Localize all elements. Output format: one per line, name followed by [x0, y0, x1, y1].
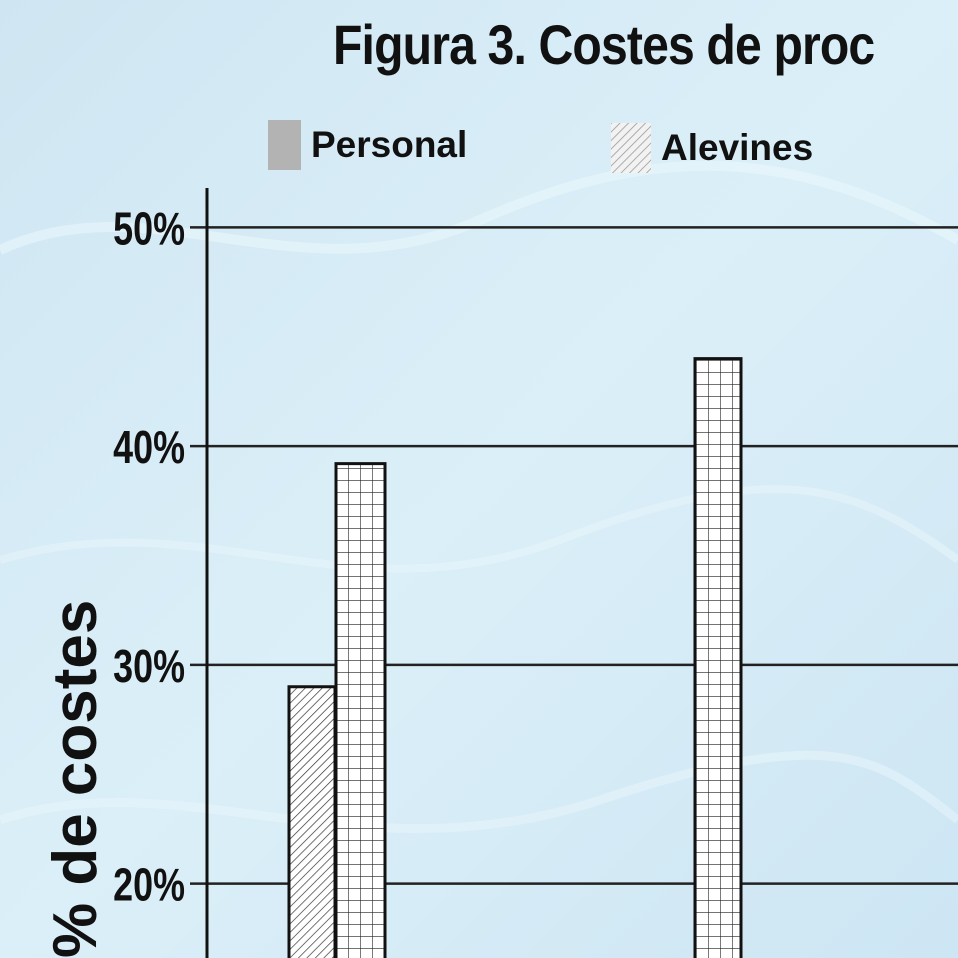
y-tick-label-50: 50% — [113, 203, 185, 254]
chart-title: Figura 3. Costes de proc — [333, 13, 875, 76]
bar-group2-grid — [693, 357, 743, 958]
legend-swatch-personal — [268, 120, 301, 170]
legend-label-personal: Personal — [311, 124, 468, 165]
y-tick-label-20: 20% — [113, 859, 185, 910]
y-tick-label-30: 30% — [113, 641, 185, 692]
legend-item-personal: Personal — [268, 120, 467, 170]
bar-group1-grid — [334, 462, 387, 958]
legend-label-alevines: Alevines — [661, 127, 814, 168]
legend-item-alevines: Alevines — [611, 123, 813, 173]
legend-swatch-alevines — [611, 123, 651, 173]
bar-group1-diagonal-hatch — [287, 685, 337, 958]
y-tick-label-40: 40% — [113, 422, 185, 473]
